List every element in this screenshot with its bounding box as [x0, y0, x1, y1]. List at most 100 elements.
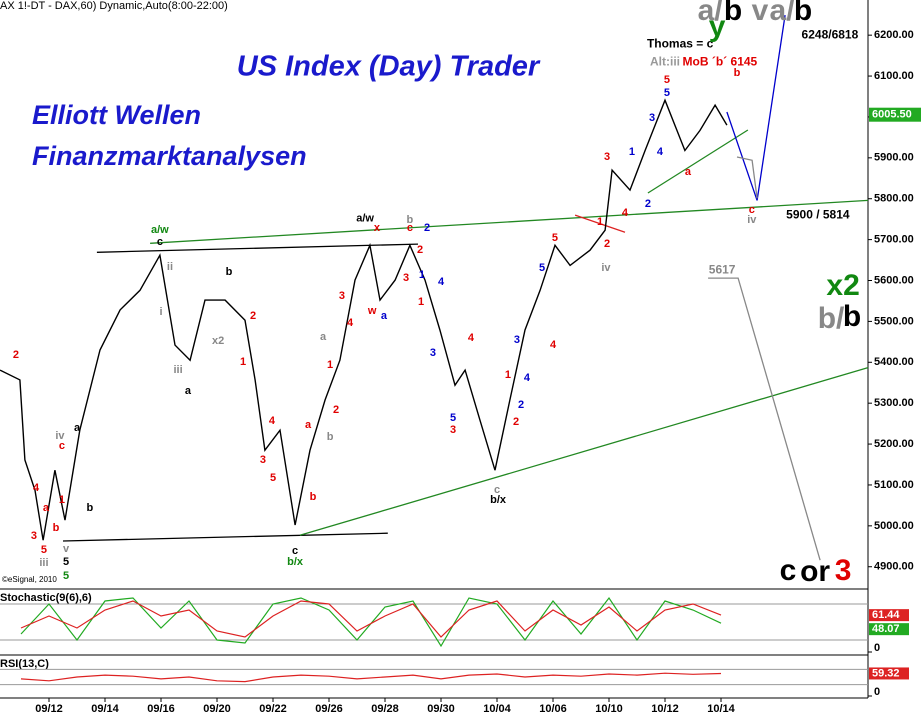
- wave-label: 4: [657, 146, 664, 158]
- wave-label: b/x: [490, 494, 507, 506]
- indicator-line: [20, 600, 722, 638]
- y-tick-label: 0: [874, 642, 880, 654]
- panel-title: Stochastic(9(6),6): [0, 592, 92, 604]
- wave-label: 4: [347, 317, 354, 329]
- wave-label: 2: [250, 310, 256, 322]
- wave-label: 1: [59, 494, 65, 506]
- wave-label: 1: [505, 369, 511, 381]
- copyright: ©eSignal, 2010: [2, 575, 57, 584]
- note: Alt:iii: [650, 54, 680, 68]
- wave-label: c: [157, 236, 163, 248]
- big-label: x2: [826, 269, 859, 302]
- wave-label: c: [407, 222, 413, 234]
- wave-label: v: [63, 543, 70, 555]
- last-value-label: 61.44: [872, 609, 900, 621]
- last-value-box: [869, 667, 909, 680]
- last-price-box: [869, 107, 921, 122]
- wave-label: x: [374, 222, 381, 234]
- wave-label: a: [685, 166, 692, 178]
- last-price-label: 6005.50: [872, 109, 912, 121]
- wave-label: b: [87, 502, 94, 514]
- wave-label: 2: [333, 404, 339, 416]
- trendline: [736, 156, 758, 199]
- wave-label: 2: [13, 349, 19, 361]
- y-tick-label: 5500.00: [874, 315, 914, 327]
- wave-label: a: [43, 502, 50, 514]
- wave-label: a/w: [356, 212, 374, 224]
- y-tick-label: 6100.00: [874, 70, 914, 82]
- y-tick-label: 5100.00: [874, 479, 914, 491]
- wave-label: 3: [430, 347, 436, 359]
- wave-label: 3: [514, 334, 520, 346]
- trendline: [708, 277, 821, 561]
- wave-label: ii: [167, 261, 173, 273]
- y-tick-label: 5700.00: [874, 234, 914, 246]
- wave-label: a: [185, 385, 192, 397]
- wave-label: 1: [597, 216, 603, 228]
- wave-label: 5: [63, 556, 69, 568]
- big-label: y: [709, 10, 726, 43]
- wave-label: c: [749, 204, 755, 216]
- trendline: [62, 532, 388, 542]
- wave-label: 5: [664, 87, 670, 99]
- wave-label: 5: [664, 74, 670, 86]
- x-tick-label: 09/20: [203, 703, 231, 715]
- wave-label: b: [53, 522, 60, 534]
- y-tick-label: 5900.00: [874, 152, 914, 164]
- trendline: [96, 243, 419, 253]
- wave-label: 2: [604, 238, 610, 250]
- wave-label: iii: [39, 557, 48, 569]
- wave-label: b: [407, 214, 414, 226]
- x-tick-label: 09/30: [427, 703, 455, 715]
- wave-label: iii: [173, 364, 182, 376]
- note: Thomas = c: [647, 36, 714, 50]
- wave-label: a: [74, 422, 81, 434]
- wave-label: 2: [417, 244, 423, 256]
- wave-label: iv: [747, 214, 757, 226]
- wave-label: x2: [212, 335, 224, 347]
- y-tick-label: 5800.00: [874, 193, 914, 205]
- x-tick-label: 09/16: [147, 703, 175, 715]
- wave-label: 3: [339, 290, 345, 302]
- wave-label: 1: [240, 356, 246, 368]
- wave-label: c: [59, 440, 65, 452]
- x-tick-label: 10/06: [539, 703, 567, 715]
- wave-label: 3: [31, 530, 37, 542]
- indicator-line: [20, 672, 722, 683]
- wave-label: 3: [649, 112, 655, 124]
- big-label: a/: [770, 0, 796, 27]
- x-tick-label: 10/10: [595, 703, 623, 715]
- wave-label: 1: [629, 146, 635, 158]
- last-value-label: 59.32: [872, 667, 900, 679]
- wave-label: w: [367, 305, 377, 317]
- wave-label: b/x: [287, 556, 304, 568]
- wave-label: 2: [645, 198, 651, 210]
- wave-label: iv: [601, 262, 611, 274]
- note: 6248/6818: [802, 27, 859, 41]
- wave-label: 5: [539, 262, 545, 274]
- wave-label: a/w: [151, 224, 169, 236]
- x-tick-label: 10/14: [707, 703, 735, 715]
- x-tick-label: 09/12: [35, 703, 63, 715]
- wave-label: b: [734, 67, 741, 79]
- wave-label: 4: [269, 415, 276, 427]
- header: AX 1!-DT - DAX,60) Dynamic,Auto(8:00-22:…: [0, 0, 228, 12]
- x-tick-label: 10/12: [651, 703, 679, 715]
- trendline: [574, 214, 626, 233]
- wave-label: 4: [622, 207, 629, 219]
- wave-label: b: [310, 491, 317, 503]
- subtitle: Elliott Wellen: [32, 100, 201, 130]
- wave-label: 2: [424, 222, 430, 234]
- title: US Index (Day) Trader: [237, 51, 541, 83]
- wave-label: 5: [41, 544, 47, 556]
- wave-label: 5: [450, 412, 456, 424]
- subtitle: Finanzmarktanalysen: [32, 141, 307, 171]
- note: 5900 / 5814: [786, 207, 850, 221]
- wave-label: iv: [55, 430, 65, 442]
- wave-label: 2: [518, 399, 524, 411]
- trendline: [726, 15, 786, 201]
- x-tick-label: 09/26: [315, 703, 343, 715]
- big-label: b: [724, 0, 742, 27]
